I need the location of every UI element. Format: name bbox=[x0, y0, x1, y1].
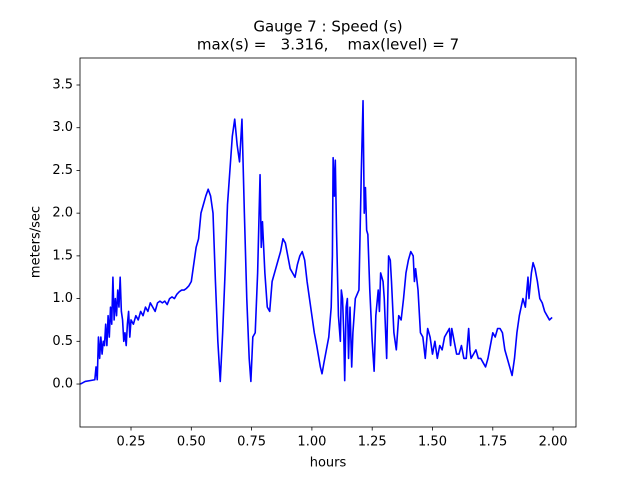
y-tick-label: 2.0 bbox=[52, 206, 73, 221]
x-tick-label: 1.50 bbox=[418, 435, 447, 450]
plot-frame bbox=[79, 57, 577, 428]
chart-title: Gauge 7 : Speed (s) bbox=[253, 18, 402, 36]
y-tick-label: 1.0 bbox=[52, 291, 73, 306]
x-tick-label: 0.25 bbox=[117, 435, 146, 450]
x-tick-label: 0.50 bbox=[177, 435, 206, 450]
y-tick-label: 0.0 bbox=[52, 377, 73, 392]
y-tick-label: 2.5 bbox=[52, 163, 73, 178]
y-tick-label: 1.5 bbox=[52, 248, 73, 263]
chart-subtitle: max(s) = 3.316, max(level) = 7 bbox=[197, 36, 459, 54]
x-tick-label: 1.75 bbox=[478, 435, 507, 450]
x-tick-label: 2.00 bbox=[539, 435, 568, 450]
data-line bbox=[80, 99, 553, 385]
y-axis-label: meters/sec bbox=[29, 206, 44, 278]
x-tick-label: 1.00 bbox=[297, 435, 326, 450]
x-tick-label: 1.25 bbox=[358, 435, 387, 450]
y-tick-label: 0.5 bbox=[52, 334, 73, 349]
y-tick-label: 3.5 bbox=[52, 77, 73, 92]
y-tick-label: 3.0 bbox=[52, 120, 73, 135]
x-tick-label: 0.75 bbox=[237, 435, 266, 450]
x-axis-label: hours bbox=[310, 456, 347, 471]
